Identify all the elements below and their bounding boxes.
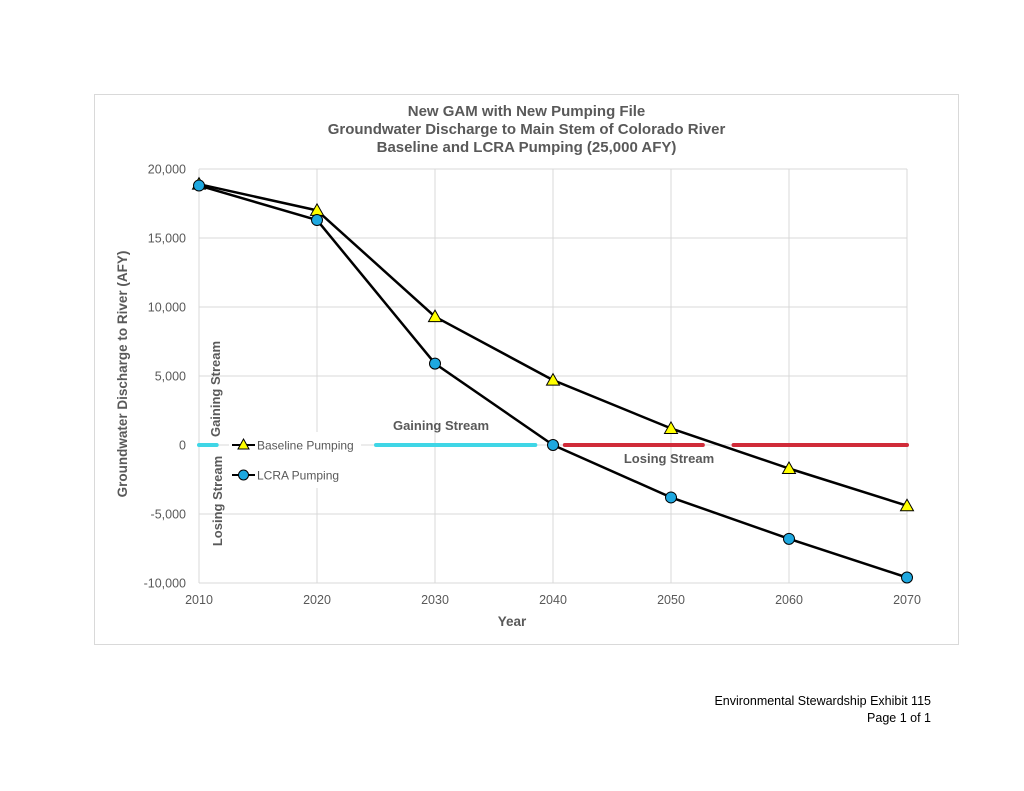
legend-background	[229, 432, 361, 488]
x-tick-label: 2010	[185, 593, 213, 607]
legend-baseline-label: Baseline Pumping	[257, 439, 354, 453]
data-point-baseline-pumping	[663, 420, 679, 434]
data-point-baseline-pumping	[781, 460, 797, 474]
x-tick-label: 2050	[657, 593, 685, 607]
legend-lcra-label: LCRA Pumping	[257, 469, 339, 483]
chart-title-line-2: Groundwater Discharge to Main Stem of Co…	[327, 121, 726, 138]
footer-page: Page 1 of 1	[867, 711, 931, 725]
x-tick-label: 2060	[775, 593, 803, 607]
data-point-lcra-pumping	[783, 532, 795, 545]
legend-baseline-marker	[237, 437, 250, 450]
x-tick-label: 2020	[303, 593, 331, 607]
y-tick-label: 0	[179, 439, 186, 453]
y-axis-label: Groundwater Discharge to River (AFY)	[115, 251, 130, 498]
chart-title-line-1: New GAM with New Pumping File	[407, 103, 646, 120]
annotation-losing-vertical: Losing Stream	[210, 456, 225, 546]
legend-lcra-marker	[238, 469, 249, 481]
annotation-losing-horizontal: Losing Stream	[624, 451, 714, 466]
x-axis-label: Year	[498, 614, 527, 629]
y-tick-label: 10,000	[148, 301, 186, 315]
footer-exhibit: Environmental Stewardship Exhibit 115	[714, 694, 931, 708]
chart-title-line-3: Baseline and LCRA Pumping (25,000 AFY)	[376, 139, 677, 156]
annotation-gaining-horizontal: Gaining Stream	[393, 418, 489, 433]
annotation-gaining-vertical: Gaining Stream	[208, 341, 223, 437]
chart-frame	[94, 94, 959, 645]
y-tick-label: -10,000	[144, 577, 186, 591]
tick-labels: 20,000 15,000 10,000 5,000 0 -5,000 -10,000 201…	[144, 163, 921, 608]
y-tick-label: 20,000	[148, 163, 186, 177]
legend: Baseline Pumping LCRA Pumping	[229, 432, 361, 488]
y-tick-label: 15,000	[148, 232, 186, 246]
data-point-lcra-pumping	[901, 571, 913, 584]
x-tick-label: 2070	[893, 593, 921, 607]
x-tick-label: 2030	[421, 593, 449, 607]
data-point-baseline-pumping	[899, 498, 915, 512]
data-point-lcra-pumping	[193, 179, 205, 192]
series-layer	[191, 176, 915, 584]
y-tick-label: -5,000	[151, 508, 186, 522]
data-point-lcra-pumping	[665, 491, 677, 504]
y-tick-label: 5,000	[155, 370, 186, 384]
x-tick-label: 2040	[539, 593, 567, 607]
data-point-baseline-pumping	[545, 372, 561, 386]
data-point-baseline-pumping	[427, 309, 443, 323]
data-point-lcra-pumping	[547, 439, 559, 451]
data-point-lcra-pumping	[311, 214, 323, 227]
data-point-lcra-pumping	[429, 357, 441, 370]
